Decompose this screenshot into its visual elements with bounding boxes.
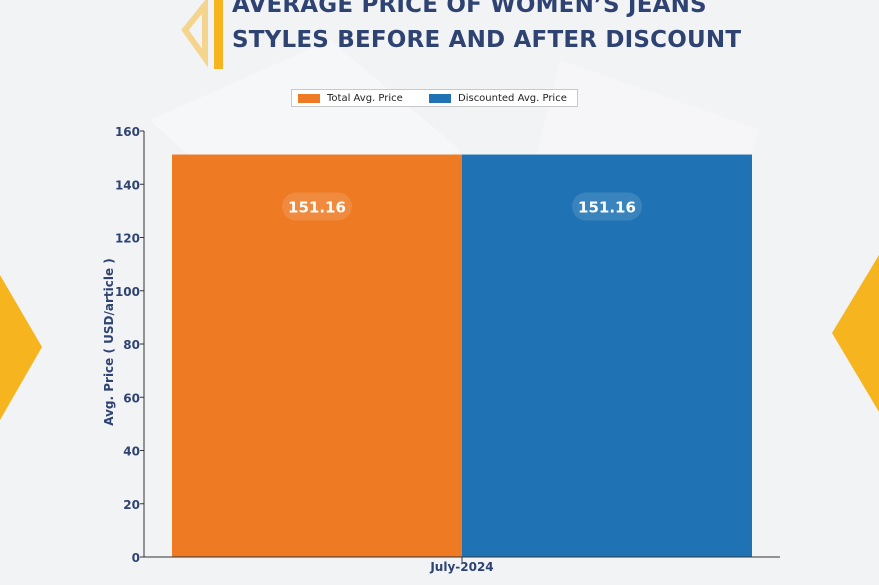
legend: Total Avg. Price Discounted Avg. Price bbox=[291, 89, 578, 107]
legend-label-total: Total Avg. Price bbox=[327, 93, 403, 104]
y-tick-label: 160 bbox=[115, 125, 140, 139]
legend-label-discounted: Discounted Avg. Price bbox=[458, 93, 567, 104]
bar-total bbox=[172, 154, 462, 557]
data-label-total: 151.16 bbox=[288, 199, 346, 217]
data-label-pill bbox=[572, 192, 642, 221]
x-tick-label: July-2024 bbox=[429, 560, 493, 574]
legend-item-discounted: Discounted Avg. Price bbox=[429, 93, 567, 104]
y-tick-label: 40 bbox=[123, 445, 140, 459]
legend-item-total: Total Avg. Price bbox=[298, 93, 403, 104]
chart-title-line-2: STYLES BEFORE AND AFTER DISCOUNT bbox=[232, 27, 742, 53]
y-axis-title: Avg. Price ( USD/article ) bbox=[102, 258, 116, 426]
chart-title: AVERAGE PRICE OF WOMEN’S JEANS STYLES BE… bbox=[232, 0, 741, 58]
y-tick-label: 60 bbox=[123, 391, 140, 405]
legend-swatch-total bbox=[298, 94, 320, 103]
bar-discounted bbox=[462, 154, 752, 557]
data-label-discounted: 151.16 bbox=[578, 199, 636, 217]
y-tick-label: 140 bbox=[115, 178, 140, 192]
data-label-pill bbox=[282, 192, 352, 221]
legend-swatch-discounted bbox=[429, 94, 451, 103]
y-tick-label: 100 bbox=[115, 285, 140, 299]
y-tick-label: 0 bbox=[132, 551, 140, 565]
y-tick-label: 120 bbox=[115, 232, 140, 246]
title-accent-bar bbox=[214, 0, 223, 69]
y-tick-label: 20 bbox=[123, 498, 140, 512]
y-tick-label: 80 bbox=[123, 338, 140, 352]
chart-title-line-1: AVERAGE PRICE OF WOMEN’S JEANS bbox=[232, 0, 707, 18]
